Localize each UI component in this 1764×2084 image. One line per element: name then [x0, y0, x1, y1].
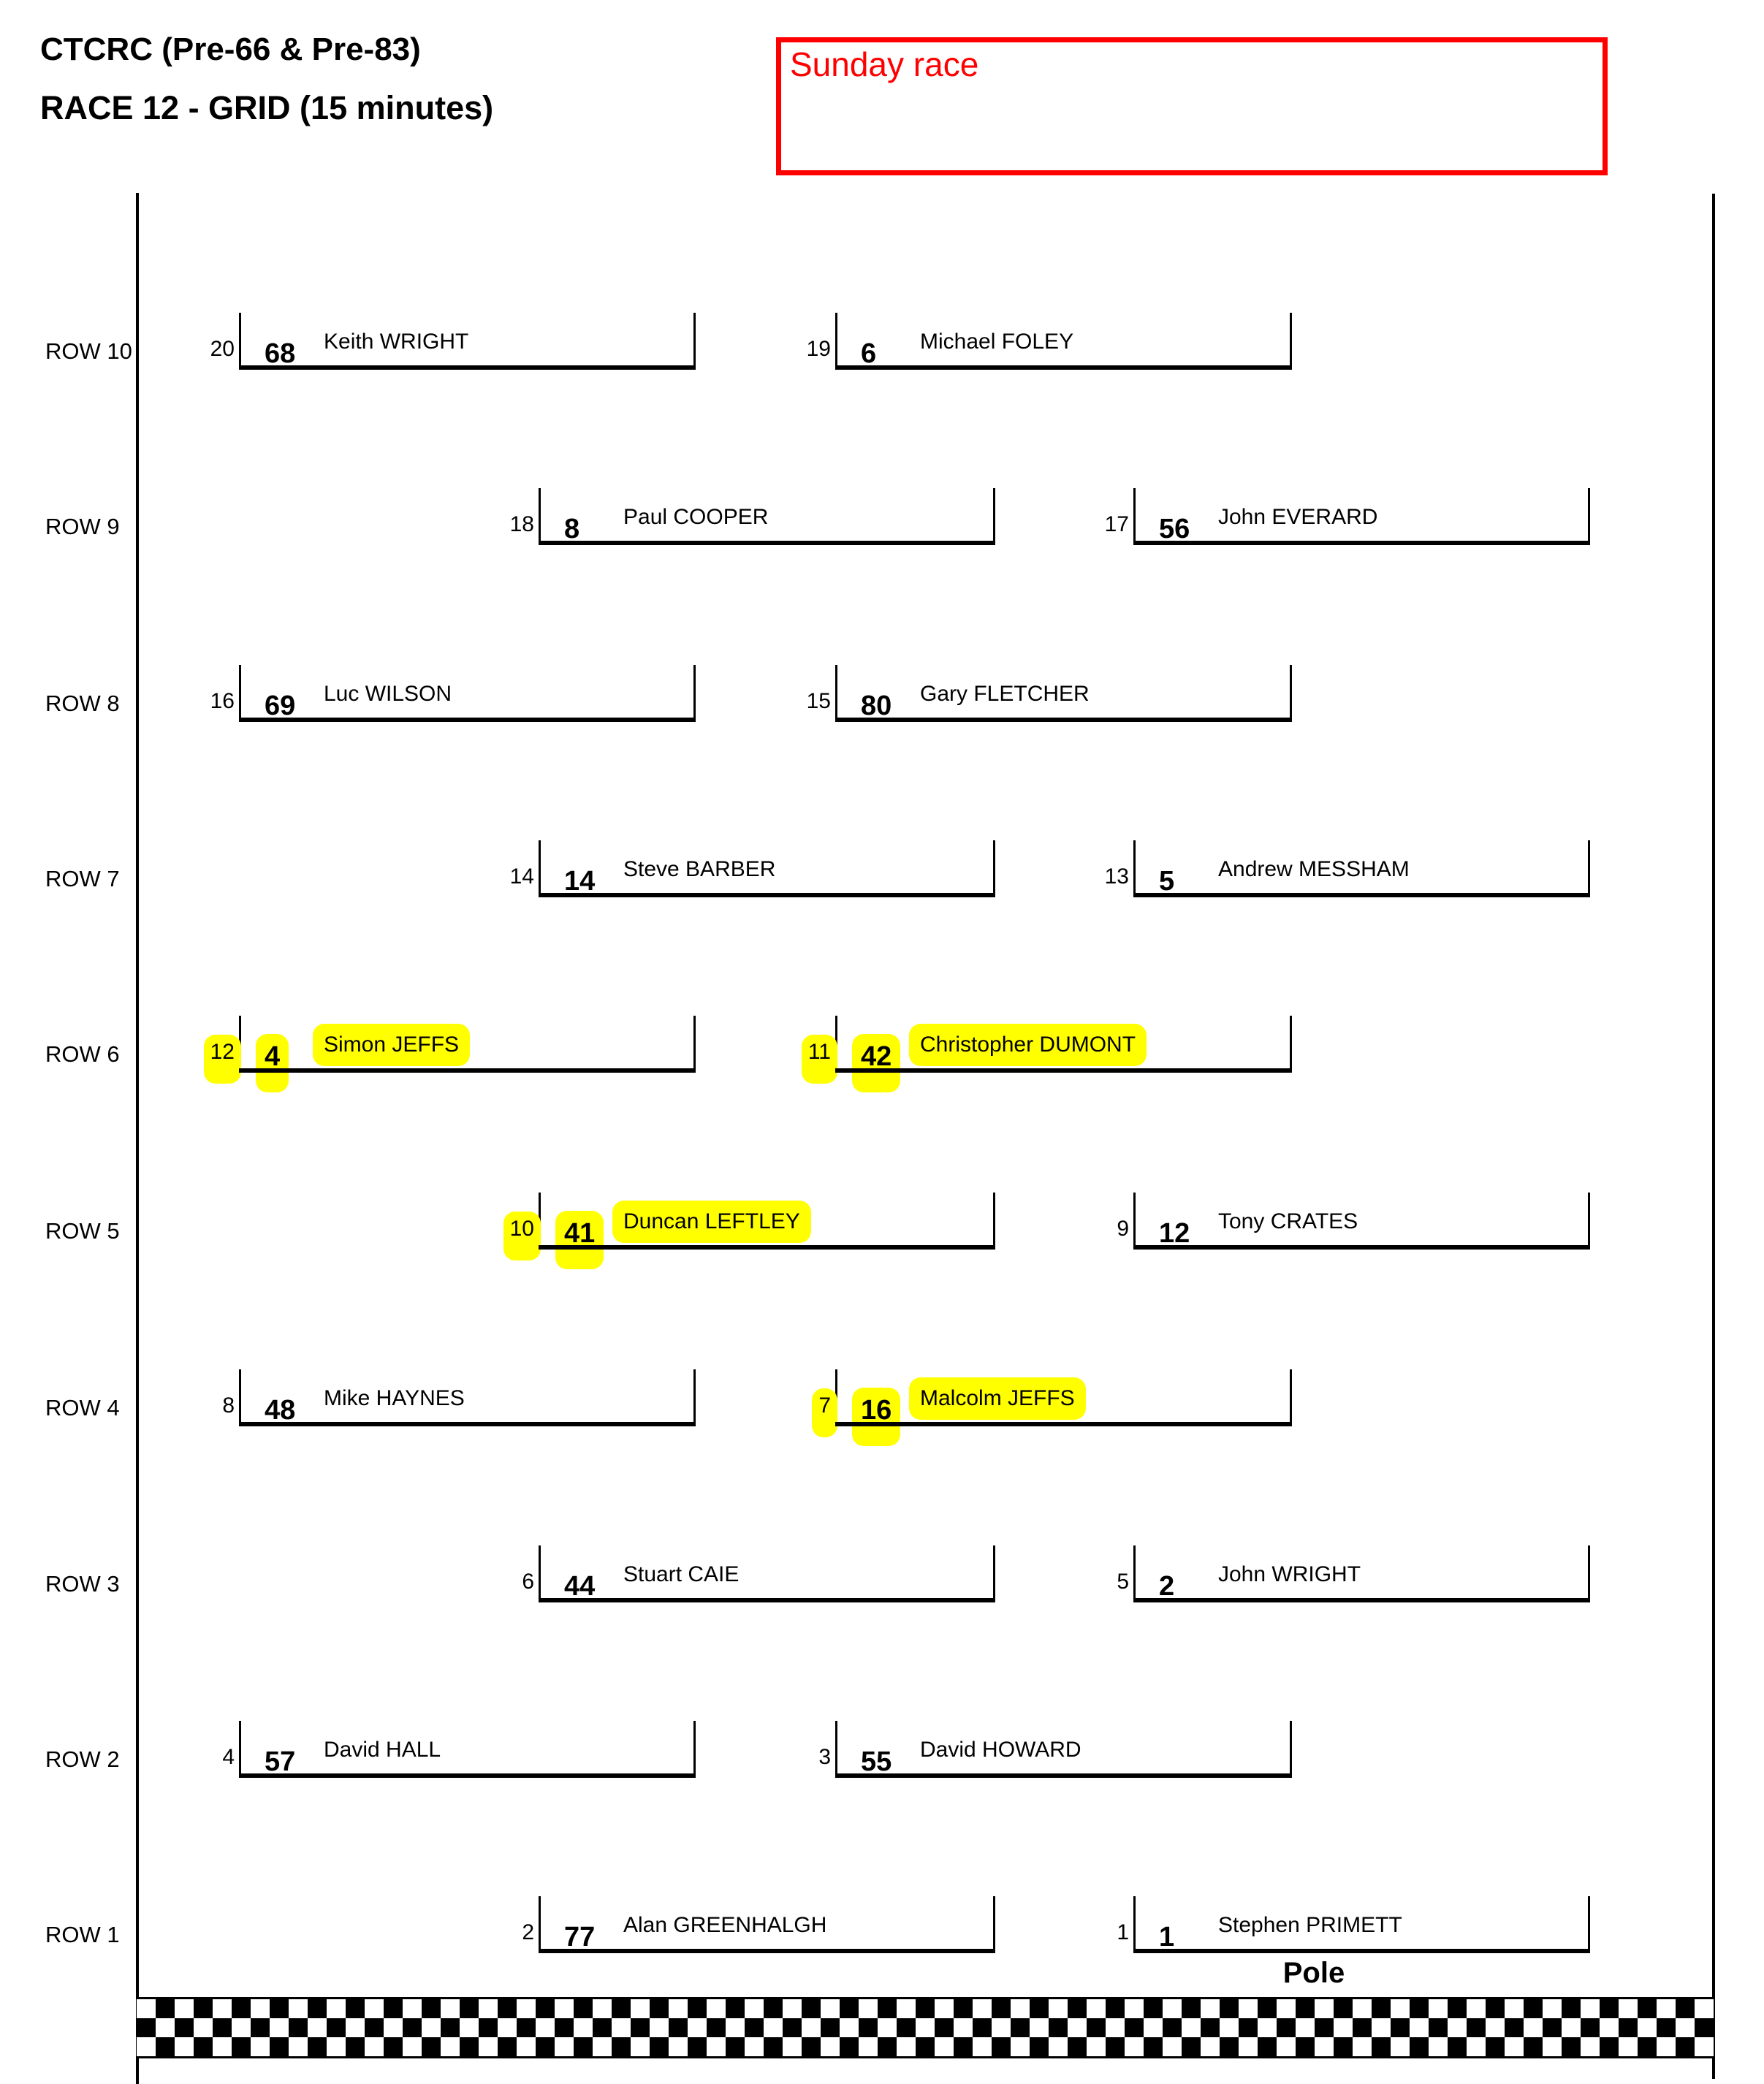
position-number: 11: [801, 1035, 837, 1084]
page-title-race: RACE 12 - GRID (15 minutes): [40, 89, 494, 126]
row-label: ROW 1: [45, 1922, 120, 1947]
pole-label: Pole: [1282, 1957, 1345, 1989]
car-number: 57: [265, 1746, 296, 1777]
note-box: Sunday race: [776, 37, 1608, 175]
position-number: 19: [806, 337, 831, 361]
driver-name: David HOWARD: [920, 1738, 1081, 1762]
row-label: ROW 6: [45, 1041, 120, 1067]
car-number: 55: [861, 1746, 892, 1777]
position-number: 15: [806, 689, 831, 713]
position-number: 5: [1117, 1570, 1129, 1594]
checkered-flag-strip: [137, 1997, 1714, 2058]
driver-name: John EVERARD: [1218, 505, 1378, 529]
car-number: 56: [1159, 514, 1190, 544]
grid-slot: 20 68 Keith WRIGHT: [210, 313, 696, 370]
driver-name: David HALL: [324, 1738, 441, 1762]
driver-name: Alan GREENHALGH: [623, 1913, 827, 1937]
row-label: ROW 5: [45, 1218, 120, 1244]
row-label: ROW 10: [45, 338, 132, 364]
position-number: 6: [522, 1570, 534, 1594]
driver-name: Keith WRIGHT: [324, 330, 469, 354]
grid-slot: 7 16 Malcolm JEFFS: [812, 1369, 1292, 1446]
position-number: 4: [222, 1745, 235, 1769]
car-number: 1: [1159, 1922, 1175, 1952]
grid-slot: 8 48 Mike HAYNES: [222, 1369, 696, 1426]
grid-slot: 5 2 John WRIGHT: [1117, 1545, 1590, 1602]
position-number: 20: [210, 337, 235, 361]
row-label: ROW 4: [45, 1395, 120, 1421]
position-number: 1: [1117, 1920, 1129, 1944]
driver-name: Mike HAYNES: [324, 1386, 465, 1410]
grid-slot: 1 1 Stephen PRIMETT: [1117, 1896, 1590, 1953]
car-number: 6: [861, 338, 877, 369]
row-label: ROW 2: [45, 1746, 120, 1772]
note-text: Sunday race: [790, 45, 979, 83]
driver-name: Tony CRATES: [1218, 1209, 1358, 1233]
position-number: 9: [1117, 1217, 1129, 1241]
grid-slot: 18 8 Paul COOPER: [510, 488, 995, 545]
position-number: 16: [210, 689, 235, 713]
grid-slot: 15 80 Gary FLETCHER: [807, 665, 1292, 722]
grid-slot: 6 44 Stuart CAIE: [522, 1545, 995, 1602]
position-number: 12: [203, 1035, 241, 1084]
position-number: 10: [503, 1212, 541, 1260]
grid-slot: 19 6 Michael FOLEY: [807, 313, 1292, 370]
row-label: ROW 3: [45, 1571, 120, 1597]
car-number: 41: [555, 1211, 604, 1269]
driver-name: Gary FLETCHER: [920, 682, 1090, 706]
driver-name: Stephen PRIMETT: [1218, 1913, 1402, 1937]
row-label: ROW 8: [45, 691, 120, 716]
car-number: 4: [256, 1034, 289, 1092]
position-number: 18: [509, 512, 534, 536]
position-number: 14: [509, 864, 534, 889]
position-number: 8: [222, 1393, 235, 1418]
car-number: 77: [564, 1922, 596, 1952]
driver-name: Luc WILSON: [324, 682, 452, 706]
driver-name: Stuart CAIE: [623, 1562, 740, 1586]
driver-name: Michael FOLEY: [920, 330, 1074, 354]
track-left-line: [136, 193, 139, 2084]
driver-name: Simon JEFFS: [313, 1024, 471, 1066]
car-number: 5: [1159, 866, 1175, 897]
position-number: 17: [1104, 512, 1129, 536]
track-right-line: [1712, 194, 1715, 2079]
car-number: 14: [564, 866, 596, 897]
driver-name: Christopher DUMONT: [909, 1024, 1147, 1066]
grid-slot: 12 4 Simon JEFFS: [203, 1016, 696, 1092]
grid-slot: 14 14 Steve BARBER: [510, 840, 995, 897]
car-number: 16: [852, 1388, 901, 1446]
driver-name: Paul COOPER: [623, 505, 769, 529]
grid-slot: 10 41 Duncan LEFTLEY: [503, 1193, 995, 1269]
grid-slot: 3 55 David HOWARD: [818, 1721, 1292, 1778]
car-number: 48: [265, 1395, 296, 1426]
row-label: ROW 7: [45, 866, 120, 891]
grid-slot: 2 77 Alan GREENHALGH: [522, 1896, 995, 1953]
car-number: 44: [564, 1571, 596, 1602]
car-number: 68: [265, 338, 296, 369]
car-number: 8: [564, 514, 580, 544]
grid-slot: 9 12 Tony CRATES: [1117, 1193, 1590, 1250]
driver-name: John WRIGHT: [1218, 1562, 1361, 1586]
driver-name: Malcolm JEFFS: [909, 1377, 1086, 1420]
page-title-series: CTCRC (Pre-66 & Pre-83): [40, 31, 421, 67]
car-number: 80: [861, 691, 892, 721]
position-number: 2: [522, 1920, 534, 1944]
row-label: ROW 9: [45, 514, 120, 539]
car-number: 12: [1159, 1218, 1190, 1249]
driver-name: Steve BARBER: [623, 857, 776, 881]
grid-slot: 11 42 Christopher DUMONT: [801, 1016, 1292, 1092]
driver-name: Duncan LEFTLEY: [612, 1201, 811, 1243]
car-number: 69: [265, 691, 296, 721]
grid-slot: 17 56 John EVERARD: [1105, 488, 1590, 545]
car-number: 2: [1159, 1571, 1175, 1602]
grid-slot: 16 69 Luc WILSON: [210, 665, 696, 722]
car-number: 42: [852, 1034, 901, 1092]
position-number: 13: [1104, 864, 1129, 889]
position-number: 3: [818, 1745, 831, 1769]
grid-slot: 13 5 Andrew MESSHAM: [1105, 840, 1590, 897]
grid-slot: 4 57 David HALL: [222, 1721, 696, 1778]
position-number: 7: [812, 1388, 837, 1437]
driver-name: Andrew MESSHAM: [1218, 857, 1410, 881]
